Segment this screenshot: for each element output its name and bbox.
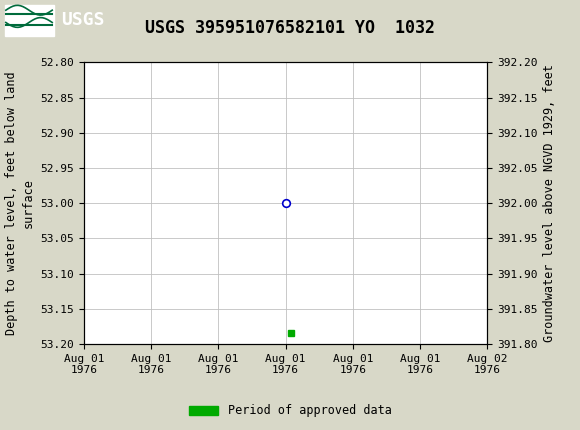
Y-axis label: Depth to water level, feet below land
surface: Depth to water level, feet below land su… xyxy=(5,71,35,335)
Text: USGS: USGS xyxy=(61,12,104,29)
Y-axis label: Groundwater level above NGVD 1929, feet: Groundwater level above NGVD 1929, feet xyxy=(543,64,556,342)
Bar xyxy=(5,5,54,36)
Text: USGS 395951076582101 YO  1032: USGS 395951076582101 YO 1032 xyxy=(145,18,435,37)
Legend: Period of approved data: Period of approved data xyxy=(184,399,396,422)
